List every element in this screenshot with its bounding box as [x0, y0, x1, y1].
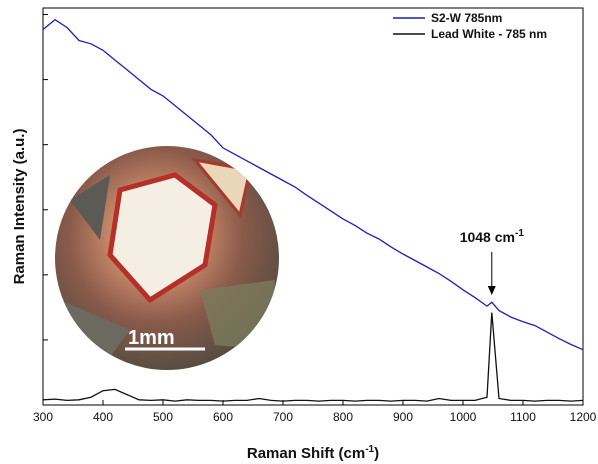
- legend-label: Lead White - 785 nm: [431, 27, 547, 41]
- x-axis-label-superscript: -1: [365, 444, 374, 455]
- annotation: 1048 cm-1: [460, 228, 525, 245]
- annotation-arrowhead: [487, 286, 496, 295]
- annotation-text: 1048 cm: [460, 229, 515, 245]
- x-tick-label: 500: [153, 410, 173, 424]
- annotation-superscript: -1: [515, 228, 524, 239]
- y-axis-label: Raman Intensity (a.u.): [11, 129, 28, 285]
- data-line: [42, 312, 584, 402]
- x-tick-label: 600: [213, 410, 233, 424]
- x-tick-label: 1100: [510, 410, 536, 424]
- x-tick-label: 400: [93, 410, 113, 424]
- legend-label: S2-W 785nm: [431, 11, 502, 25]
- inset-label: 1mm: [128, 327, 175, 349]
- x-tick-label: 1000: [450, 410, 477, 424]
- x-tick-label: 1200: [570, 410, 597, 424]
- x-axis-label-text: Raman Shift (cm: [247, 445, 365, 462]
- x-tick-label: 700: [273, 410, 293, 424]
- x-tick-label: 800: [333, 410, 353, 424]
- x-axis-label-suffix: ): [374, 445, 379, 462]
- plot-frame: [42, 7, 584, 406]
- x-axis-label: Raman Shift (cm-1): [247, 444, 379, 462]
- x-tick-label: 900: [393, 410, 413, 424]
- data-line: [42, 18, 584, 351]
- x-tick-label: 300: [33, 410, 53, 424]
